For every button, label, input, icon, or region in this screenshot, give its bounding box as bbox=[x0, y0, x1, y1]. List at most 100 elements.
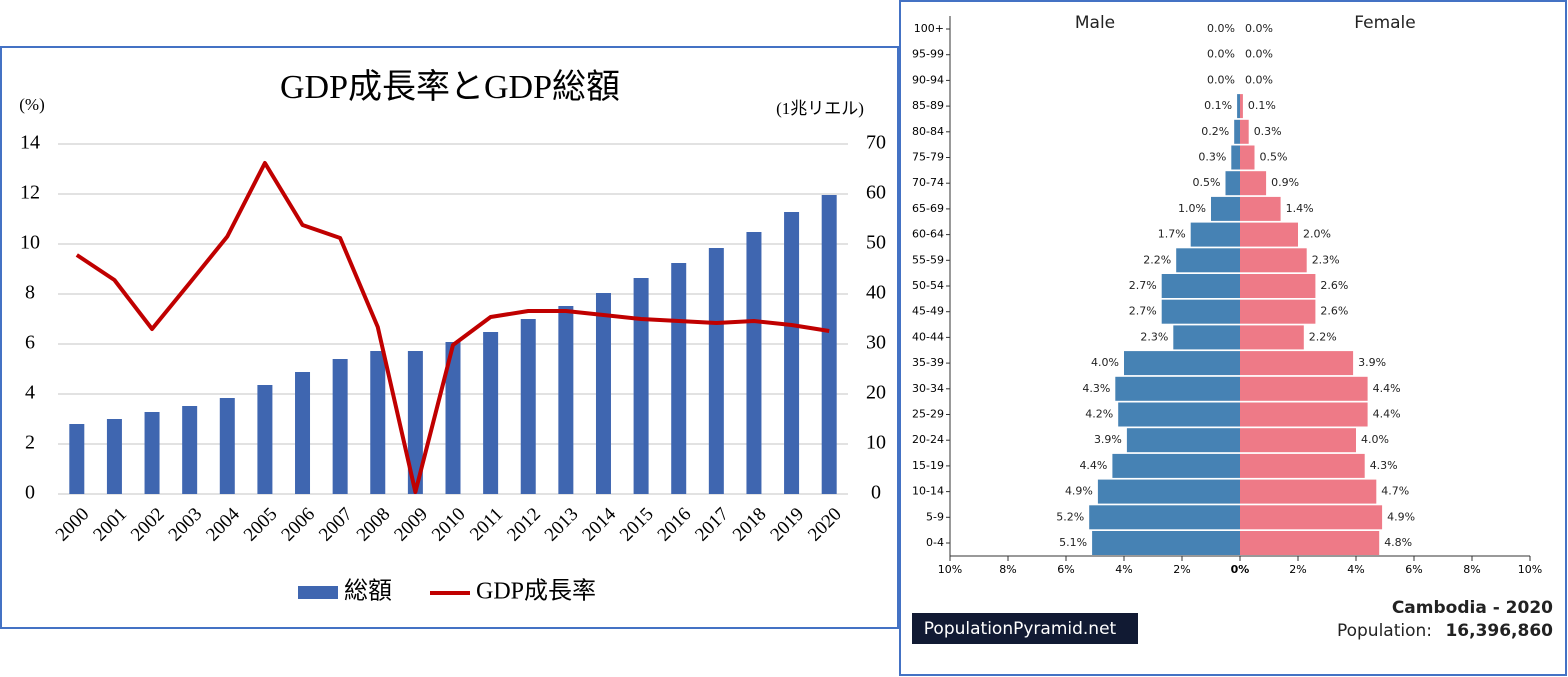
y-tick-label: 90-94 bbox=[912, 73, 944, 86]
bar bbox=[370, 351, 386, 494]
value-label: 4.2% bbox=[1085, 408, 1113, 421]
bar bbox=[1234, 119, 1240, 144]
line bbox=[75, 161, 830, 494]
bar bbox=[182, 406, 198, 494]
value-label: 0.5% bbox=[1260, 151, 1288, 164]
bar bbox=[1173, 325, 1240, 350]
x-tick-label: 6% bbox=[1057, 563, 1074, 576]
value-label: 0.0% bbox=[1207, 48, 1235, 61]
population: 16,396,860 bbox=[1445, 621, 1553, 641]
bar bbox=[1118, 402, 1240, 427]
y-axis-label: (%) bbox=[19, 95, 44, 114]
bar bbox=[1231, 145, 1240, 170]
value-label: 4.7% bbox=[1381, 485, 1409, 498]
value-label: 0.2% bbox=[1201, 125, 1229, 138]
bar bbox=[332, 359, 348, 494]
y-tick-label: 95-99 bbox=[912, 48, 944, 61]
gdp-panel bbox=[0, 46, 899, 629]
value-label: 4.9% bbox=[1387, 510, 1415, 523]
bar bbox=[1240, 222, 1298, 247]
value-label: 4.0% bbox=[1091, 356, 1119, 369]
bar bbox=[1240, 94, 1243, 119]
bar bbox=[1211, 196, 1240, 221]
value-label: 0.0% bbox=[1245, 73, 1273, 86]
source-badge bbox=[912, 613, 1138, 644]
x-tick-label: 2% bbox=[1289, 563, 1306, 576]
value-label: 0.0% bbox=[1207, 22, 1235, 35]
y-tick-label: 0-4 bbox=[926, 536, 944, 549]
value-label: 2.2% bbox=[1309, 330, 1337, 343]
bar bbox=[1240, 479, 1377, 504]
population-label: Population: bbox=[1337, 621, 1432, 641]
bar bbox=[1240, 453, 1365, 478]
bar bbox=[1240, 402, 1368, 427]
y-tick-label: 30-34 bbox=[912, 382, 944, 395]
bar bbox=[219, 398, 235, 494]
value-label: 0.1% bbox=[1248, 99, 1276, 112]
x-tick-label: 10% bbox=[938, 563, 962, 576]
y2-axis-label: (1兆リエル) bbox=[776, 99, 864, 118]
bar bbox=[633, 278, 649, 494]
legend-label: 総額 bbox=[344, 578, 392, 605]
value-label: 4.3% bbox=[1370, 459, 1398, 472]
value-label: 0.1% bbox=[1204, 99, 1232, 112]
y-tick-label: 55-59 bbox=[912, 253, 944, 266]
y-tick-label: 65-69 bbox=[912, 202, 944, 215]
series-label: Female bbox=[1354, 13, 1415, 33]
value-label: 0.5% bbox=[1193, 176, 1221, 189]
value-label: 4.4% bbox=[1373, 382, 1401, 395]
value-label: 2.7% bbox=[1129, 305, 1157, 318]
bar bbox=[106, 419, 122, 494]
y-tick-label: 5-9 bbox=[926, 510, 944, 523]
x-tick-label: 0% bbox=[1231, 563, 1250, 576]
bar bbox=[1115, 376, 1240, 401]
y-tick-label: 0 bbox=[25, 482, 35, 504]
bar bbox=[595, 293, 611, 494]
bar bbox=[407, 351, 423, 494]
y-tick-label: 35-39 bbox=[912, 356, 944, 369]
value-label: 1.7% bbox=[1158, 228, 1186, 241]
bar bbox=[1240, 274, 1316, 298]
x-tick-label: 4% bbox=[1115, 563, 1132, 576]
value-label: 4.4% bbox=[1079, 459, 1107, 472]
value-label: 2.0% bbox=[1303, 228, 1331, 241]
value-label: 1.4% bbox=[1286, 202, 1314, 215]
x-tick-label: 8% bbox=[999, 563, 1016, 576]
bar bbox=[1092, 531, 1240, 555]
y-tick-label: 45-49 bbox=[912, 305, 944, 318]
value-label: 2.6% bbox=[1320, 279, 1348, 292]
y-tick-label: 60-64 bbox=[912, 228, 944, 241]
value-label: 0.3% bbox=[1198, 151, 1226, 164]
bar bbox=[1225, 171, 1240, 196]
y-tick-label: 85-89 bbox=[912, 99, 944, 112]
y2-tick-label: 40 bbox=[866, 282, 886, 304]
bar bbox=[1240, 299, 1316, 324]
bar bbox=[1240, 428, 1356, 453]
value-label: 4.4% bbox=[1373, 408, 1401, 421]
bar bbox=[1126, 428, 1240, 453]
y2-tick-label: 20 bbox=[866, 382, 886, 404]
bar bbox=[1097, 479, 1240, 504]
bar bbox=[1240, 171, 1267, 196]
y-tick-label: 10 bbox=[20, 232, 40, 254]
bar bbox=[671, 263, 687, 494]
y-tick-label: 4 bbox=[25, 382, 35, 404]
y-tick-label: 8 bbox=[25, 282, 35, 304]
subtitle: Cambodia - 2020 bbox=[1392, 598, 1553, 618]
bar bbox=[69, 424, 85, 494]
bar bbox=[257, 385, 273, 494]
bar bbox=[1240, 505, 1383, 530]
y-tick-label: 14 bbox=[20, 132, 40, 154]
value-label: 0.9% bbox=[1271, 176, 1299, 189]
source: PopulationPyramid.net bbox=[924, 619, 1117, 639]
y2-tick-label: 50 bbox=[866, 232, 886, 254]
value-label: 3.9% bbox=[1094, 433, 1122, 446]
x-tick-label: 6% bbox=[1405, 563, 1422, 576]
bar bbox=[1112, 453, 1240, 478]
value-label: 4.0% bbox=[1361, 433, 1389, 446]
value-label: 2.2% bbox=[1143, 253, 1171, 266]
y-tick-label: 15-19 bbox=[912, 459, 944, 472]
bar bbox=[1240, 325, 1304, 350]
y-tick-label: 12 bbox=[20, 182, 40, 204]
bar bbox=[1240, 351, 1354, 376]
